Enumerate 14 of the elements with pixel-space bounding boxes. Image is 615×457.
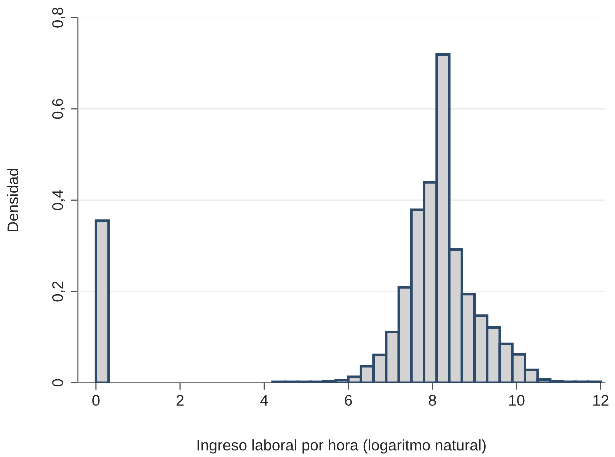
x-tick-label: 12	[594, 395, 609, 406]
x-tick-label: 10	[509, 395, 525, 406]
y-tick-label: 0,2	[52, 282, 66, 302]
y-tick-label: 0	[52, 379, 64, 387]
x-tick-label: 6	[345, 395, 352, 406]
x-tick-label: 4	[260, 395, 268, 406]
y-tick-label: 0,8	[52, 8, 66, 28]
x-tick-label: 0	[92, 395, 100, 406]
x-tick-label: 8	[429, 395, 436, 406]
x-tick-label: 2	[176, 395, 184, 406]
y-tick-label: 0,6	[52, 99, 66, 120]
x-axis-title: Ingreso laboral por hora (logaritmo natural)	[198, 440, 486, 454]
y-tick-label: 0,4	[52, 190, 66, 210]
y-axis-title: Densidad	[7, 169, 18, 232]
